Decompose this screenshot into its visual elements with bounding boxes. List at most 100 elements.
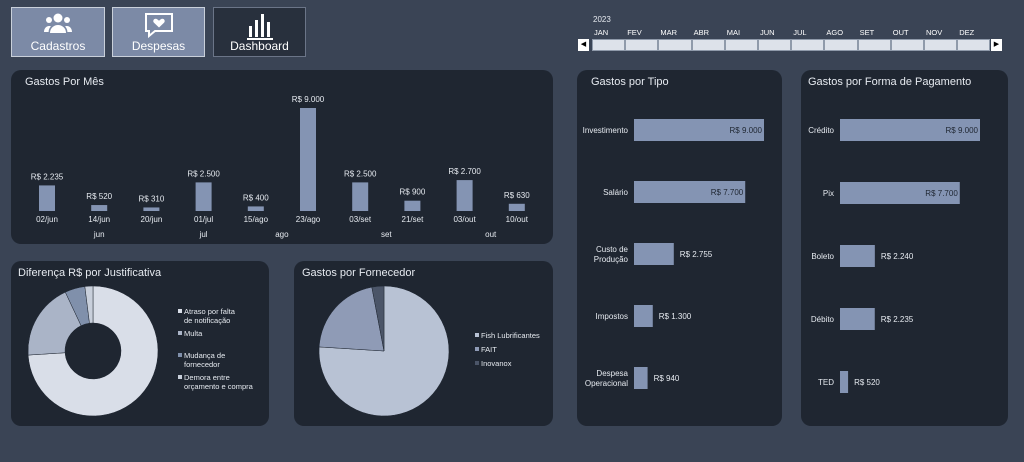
monthly-date-label: 03/out	[453, 215, 476, 224]
timeline-month-label: MAI	[726, 28, 741, 37]
monthly-bar	[300, 108, 316, 211]
type-category-label: Custo de	[596, 245, 629, 254]
timeline-month-label: JUN	[760, 28, 775, 37]
payment-bar	[840, 245, 875, 267]
justification-slice	[27, 285, 159, 417]
justification-legend-swatch	[178, 309, 182, 313]
timeline-prev-button[interactable]: ◀	[578, 39, 589, 51]
monthly-date-label: 23/ago	[296, 215, 321, 224]
monthly-bar-value: R$ 2.235	[31, 172, 64, 181]
monthly-date-label: 21/set	[402, 215, 425, 224]
justification-slice	[84, 285, 94, 324]
monthly-bar	[195, 182, 212, 211]
timeline-month-label: NOV	[926, 28, 943, 37]
justification-title: Diferença R$ por Justificativa	[18, 267, 162, 279]
payment-value-label: R$ 9.000	[946, 126, 979, 135]
monthly-bar	[91, 205, 108, 211]
type-bar	[634, 119, 764, 141]
payment-value-label: R$ 520	[854, 378, 880, 387]
payment-bar	[840, 371, 849, 393]
monthly-bar	[39, 185, 55, 211]
timeline-month-cell[interactable]	[691, 39, 725, 51]
type-bar	[634, 367, 648, 389]
supplier-slice	[318, 286, 385, 352]
tab-cadastros[interactable]: Cadastros	[11, 7, 105, 57]
bar-chart-icon	[246, 14, 273, 40]
monthly-bar	[247, 206, 264, 211]
timeline-month-label: MAR	[660, 28, 678, 37]
monthly-month-group-label: out	[485, 230, 497, 239]
payment-value-label: R$ 2.240	[881, 252, 914, 261]
monthly-expenses-chart: R$ 2.235 02/jun R$ 520 14/jun R$ 310 20/jun R$…	[31, 95, 530, 239]
payment-method-title: Gastos por Forma de Pagamento	[808, 76, 972, 88]
timeline-month-cell[interactable]	[791, 39, 825, 51]
timeline-month-cell[interactable]	[625, 39, 659, 51]
timeline-month-cell[interactable]	[724, 39, 758, 51]
timeline-month-cell[interactable]	[857, 39, 891, 51]
justification-legend-label: Atraso por falta	[184, 307, 236, 316]
supplier-slice	[371, 285, 385, 352]
monthly-bar	[352, 182, 369, 211]
justification-panel: Diferença R$ por Justificativa Atraso po…	[11, 261, 269, 426]
timeline-month-cell[interactable]	[957, 39, 991, 51]
payment-bar	[840, 119, 980, 141]
timeline-month-cell[interactable]	[592, 39, 626, 51]
type-bar	[634, 181, 746, 203]
supplier-legend-label: Fish Lubrificantes	[481, 331, 540, 340]
payment-method-chart: Crédito R$ 9.000 Pix R$ 7.700 Boleto R$ 2.240…	[808, 119, 980, 393]
type-category-label: Investimento	[583, 126, 629, 135]
monthly-expenses-panel: Gastos Por Mês R$ 2.235 02/jun R$ 520 14/ju…	[11, 70, 553, 244]
timeline-month-label: ABR	[693, 28, 710, 37]
users-icon	[44, 13, 72, 33]
supplier-legend-label: FAIT	[481, 345, 497, 354]
payment-method-panel: Gastos por Forma de Pagamento Crédito R$ …	[801, 70, 1008, 426]
monthly-date-label: 02/jun	[36, 215, 58, 224]
payment-value-label: R$ 2.235	[881, 315, 914, 324]
monthly-bar-value: R$ 630	[504, 191, 530, 200]
justification-legend-swatch	[178, 331, 182, 335]
timeline-month-cell[interactable]	[924, 39, 958, 51]
timeline-month-cell[interactable]	[658, 39, 692, 51]
justification-legend-label: Mudança de	[184, 351, 225, 360]
timeline-month-cell[interactable]	[824, 39, 858, 51]
monthly-bar-value: R$ 900	[400, 188, 426, 197]
monthly-bar-value: R$ 310	[139, 194, 165, 203]
type-value-label: R$ 7.700	[711, 188, 744, 197]
supplier-panel: Gastos por Fornecedor Fish Lubrificantes…	[294, 261, 553, 426]
type-value-label: R$ 9.000	[730, 126, 763, 135]
payment-bar	[840, 182, 960, 204]
expenses-by-type-title: Gastos por Tipo	[591, 76, 669, 88]
timeline-month-cell[interactable]	[890, 39, 924, 51]
tab-label: Dashboard	[230, 39, 289, 53]
supplier-slice	[318, 285, 450, 417]
justification-legend-label: fornecedor	[184, 360, 220, 369]
type-value-label: R$ 940	[654, 374, 680, 383]
payment-category-label: Débito	[811, 315, 835, 324]
type-category-label: Despesa	[596, 369, 628, 378]
tab-label: Cadastros	[30, 39, 86, 53]
type-value-label: R$ 2.755	[680, 250, 713, 259]
monthly-bar-value: R$ 2.700	[448, 167, 481, 176]
timeline-slicer[interactable]: 2023 JAN FEV MAR ABR MAI JUN JUL AGO SET OUT NOV DE…	[578, 12, 1003, 54]
supplier-title: Gastos por Fornecedor	[302, 267, 416, 279]
timeline-next-button[interactable]: ▶	[991, 39, 1002, 51]
timeline-year: 2023	[593, 15, 611, 24]
supplier-pie-chart: Fish Lubrificantes FAIT Inovanox	[318, 285, 540, 417]
tab-despesas[interactable]: Despesas	[112, 7, 205, 57]
monthly-bar-value: R$ 9.000	[292, 95, 325, 104]
monthly-bar-value: R$ 520	[86, 192, 112, 201]
type-bar	[634, 305, 653, 327]
monthly-month-group-label: jun	[93, 230, 105, 239]
monthly-date-label: 01/jul	[194, 215, 213, 224]
monthly-bar	[508, 203, 525, 211]
heart-message-icon	[144, 13, 173, 38]
tab-dashboard[interactable]: Dashboard	[213, 7, 306, 57]
monthly-bar	[143, 207, 160, 211]
payment-category-label: Boleto	[811, 252, 834, 261]
timeline-month-label: AGO	[826, 28, 844, 37]
payment-bar	[840, 308, 875, 330]
monthly-bar-value: R$ 2.500	[344, 169, 377, 178]
monthly-month-group-label: ago	[275, 230, 289, 239]
timeline-month-cell[interactable]	[758, 39, 792, 51]
monthly-bar	[456, 180, 473, 211]
